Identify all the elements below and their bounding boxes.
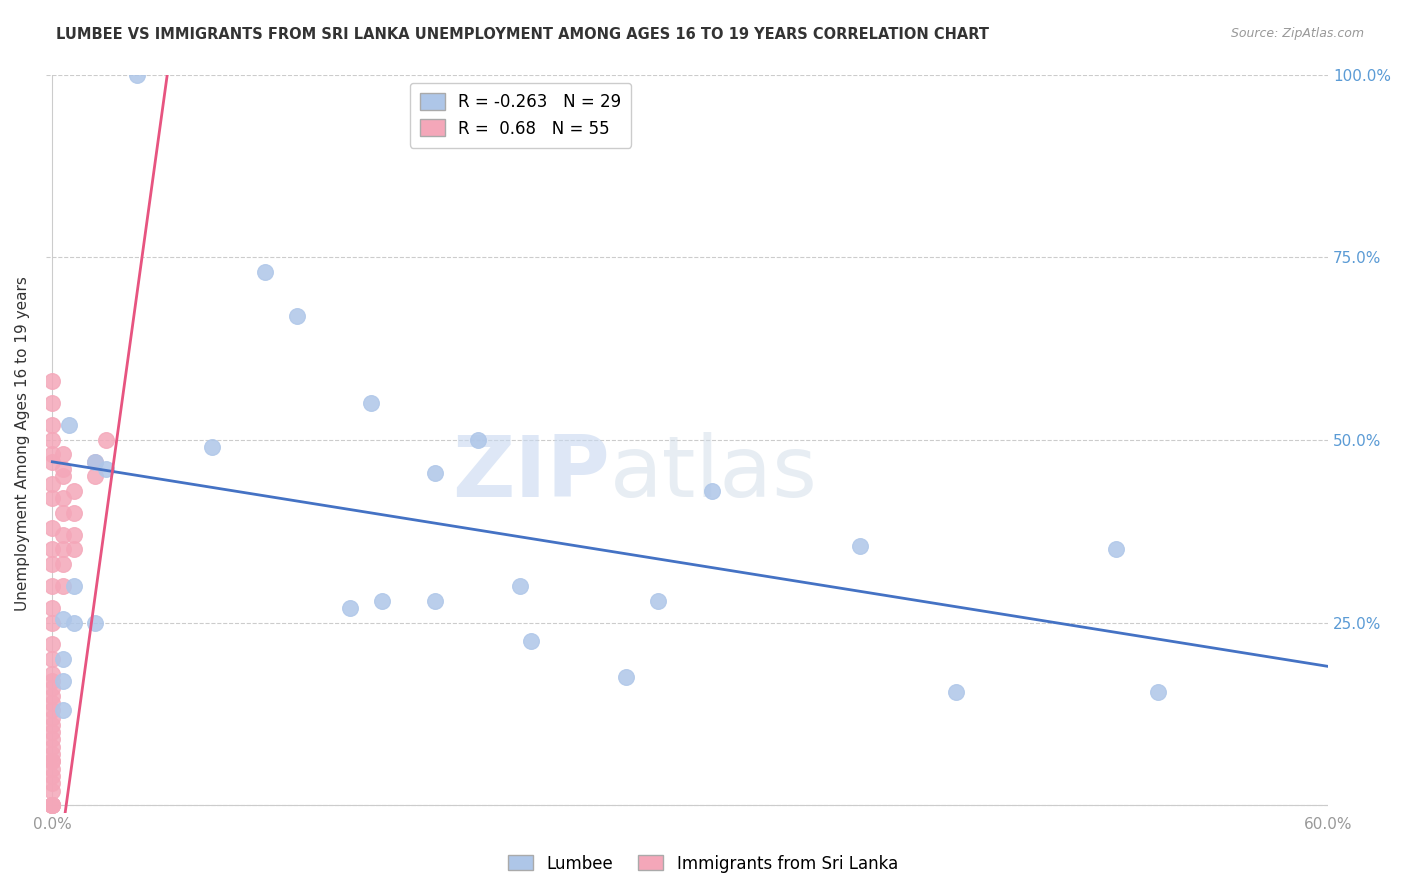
Point [520,633,543,648]
Point [41,418,63,433]
Point [41,725,63,739]
Point [41,783,63,797]
Point [201,440,224,454]
Text: atlas: atlas [610,432,818,515]
Point [41,601,63,615]
Point [52,542,75,557]
Point [41,776,63,790]
Point [41,638,63,652]
Point [41,798,63,813]
Point [41,798,63,813]
Point [41,542,63,557]
Point [616,670,638,684]
Point [41,673,63,688]
Point [52,469,75,483]
Point [647,593,669,607]
Point [83,469,105,483]
Point [52,491,75,506]
Point [467,433,489,447]
Point [52,652,75,666]
Point [423,466,446,480]
Point [52,462,75,476]
Point [94,433,117,447]
Point [62,615,84,630]
Point [41,710,63,724]
Point [41,433,63,447]
Point [41,491,63,506]
Point [700,483,723,498]
Point [62,483,84,498]
Point [41,375,63,389]
Point [41,798,63,813]
Point [41,718,63,732]
Point [52,506,75,520]
Point [945,685,967,699]
Point [41,476,63,491]
Point [41,769,63,783]
Point [52,557,75,571]
Point [41,520,63,534]
Point [41,455,63,469]
Point [83,615,105,630]
Text: LUMBEE VS IMMIGRANTS FROM SRI LANKA UNEMPLOYMENT AMONG AGES 16 TO 19 YEARS CORRE: LUMBEE VS IMMIGRANTS FROM SRI LANKA UNEM… [56,27,990,42]
Point [849,539,872,553]
Point [41,557,63,571]
Point [41,696,63,710]
Point [360,396,382,410]
Point [41,448,63,462]
Point [94,462,117,476]
Point [41,747,63,761]
Point [41,755,63,769]
Point [41,652,63,666]
Point [41,739,63,754]
Y-axis label: Unemployment Among Ages 16 to 19 years: Unemployment Among Ages 16 to 19 years [15,277,30,611]
Point [1104,542,1126,557]
Point [62,542,84,557]
Point [52,673,75,688]
Point [41,579,63,593]
Point [83,455,105,469]
Point [127,68,149,82]
Point [41,732,63,747]
Point [41,798,63,813]
Point [58,418,80,433]
Text: Source: ZipAtlas.com: Source: ZipAtlas.com [1230,27,1364,40]
Point [41,666,63,681]
Point [41,689,63,703]
Point [52,703,75,717]
Point [41,798,63,813]
Point [62,528,84,542]
Point [1147,685,1170,699]
Point [41,681,63,696]
Legend: Lumbee, Immigrants from Sri Lanka: Lumbee, Immigrants from Sri Lanka [502,848,904,880]
Point [41,396,63,410]
Point [371,593,394,607]
Point [52,612,75,626]
Point [41,703,63,717]
Point [62,579,84,593]
Text: ZIP: ZIP [453,432,610,515]
Point [62,506,84,520]
Point [423,593,446,607]
Point [41,762,63,776]
Legend: R = -0.263   N = 29, R =  0.68   N = 55: R = -0.263 N = 29, R = 0.68 N = 55 [409,83,631,147]
Point [339,601,361,615]
Point [52,528,75,542]
Point [52,579,75,593]
Point [41,755,63,769]
Point [83,455,105,469]
Point [253,265,276,279]
Point [285,309,308,323]
Point [41,615,63,630]
Point [509,579,531,593]
Point [52,448,75,462]
